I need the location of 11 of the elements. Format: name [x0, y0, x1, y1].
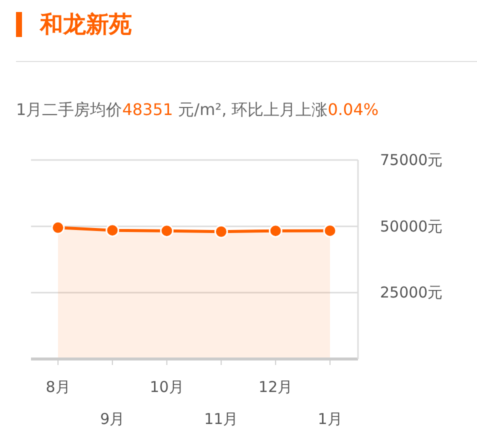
x-tick-label: 10月 [150, 378, 184, 396]
x-tick-label: 9月 [100, 410, 125, 428]
x-tick-label: 8月 [46, 378, 70, 396]
x-tick-label: 12月 [258, 378, 293, 396]
x-tick-label: 11月 [204, 410, 238, 428]
y-tick-label: 50000元 [380, 217, 443, 236]
y-tick-label: 75000元 [380, 151, 443, 169]
chart-subtitle: 1月二手房均价48351 元/m², 环比上月上涨0.04% [16, 100, 379, 119]
y-tick-label: 25000元 [380, 284, 443, 302]
x-tick-label: 1月 [318, 410, 342, 428]
chart-title: 和龙新苑 [40, 11, 132, 40]
